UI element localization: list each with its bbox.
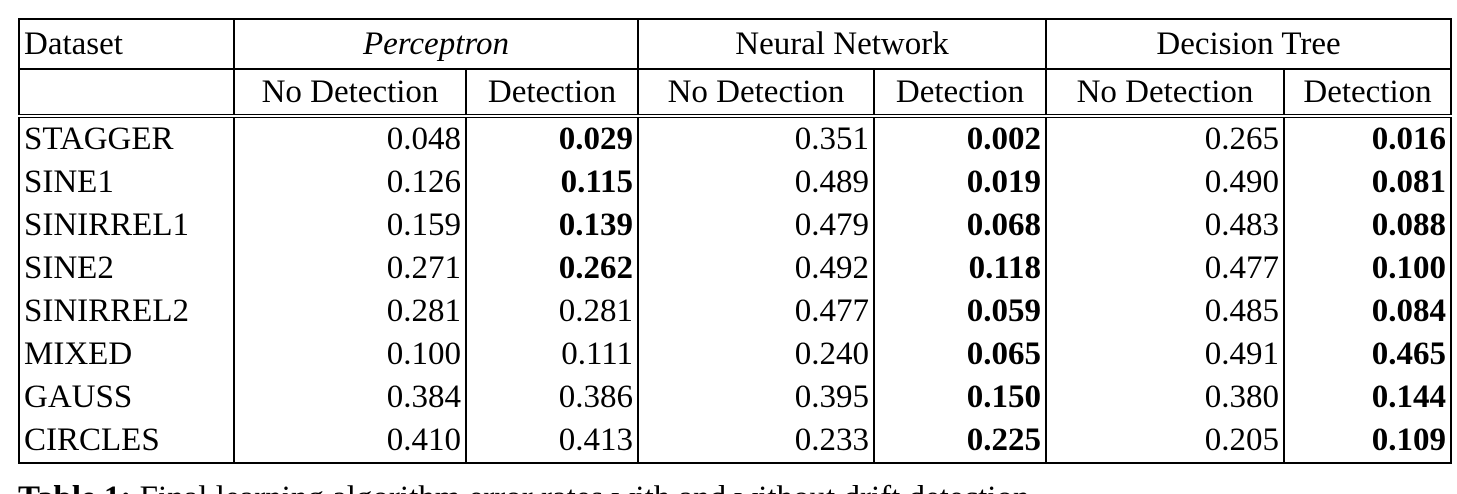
value-cell: 0.265 (1045, 116, 1285, 161)
value-cell: 0.068 (873, 204, 1047, 247)
value-cell: 0.002 (873, 116, 1047, 161)
data-row: STAGGER 0.048 0.029 0.351 0.002 0.265 0.016 (18, 116, 1452, 161)
caption: Table 1: Final learning algorithm error … (18, 480, 1029, 494)
dataset-cell: SINIRREL1 (18, 204, 235, 247)
value-cell: 0.492 (637, 247, 875, 290)
value-cell: 0.126 (233, 161, 467, 204)
value-cell: 0.225 (873, 419, 1047, 464)
data-row: CIRCLES 0.410 0.413 0.233 0.225 0.205 0.109 (18, 419, 1452, 464)
header-cell: Decision Tree (1045, 18, 1452, 70)
subheader-cell: No Detection (637, 68, 875, 118)
dataset-cell: CIRCLES (18, 419, 235, 464)
results-table: Dataset Perceptron Neural Network Decision … (18, 18, 1452, 464)
value-cell: 0.100 (1283, 247, 1452, 290)
value-cell: 0.262 (465, 247, 639, 290)
subheader-cell: Detection (873, 68, 1047, 118)
value-cell: 0.150 (873, 376, 1047, 419)
data-row: GAUSS 0.384 0.386 0.395 0.150 0.380 0.144 (18, 376, 1452, 419)
dataset-cell: GAUSS (18, 376, 235, 419)
value-cell: 0.483 (1045, 204, 1285, 247)
data-row: SINE1 0.126 0.115 0.489 0.019 0.490 0.081 (18, 161, 1452, 204)
header-row: Dataset Perceptron Neural Network Decision … (18, 18, 1452, 70)
value-cell: 0.380 (1045, 376, 1285, 419)
value-cell: 0.485 (1045, 290, 1285, 333)
dataset-cell: STAGGER (18, 116, 235, 161)
value-cell: 0.081 (1283, 161, 1452, 204)
value-cell: 0.059 (873, 290, 1047, 333)
value-cell: 0.109 (1283, 419, 1452, 464)
header-cell: Dataset (18, 18, 235, 70)
value-cell: 0.489 (637, 161, 875, 204)
value-cell: 0.281 (465, 290, 639, 333)
value-cell: 0.139 (465, 204, 639, 247)
dataset-cell: MIXED (18, 333, 235, 376)
dataset-cell: SINE2 (18, 247, 235, 290)
dataset-cell: SINE1 (18, 161, 235, 204)
subheader-row: No Detection Detection No Detection Detecti… (18, 68, 1452, 118)
subheader-cell: No Detection (233, 68, 467, 118)
header-cell: Neural Network (637, 18, 1047, 70)
value-cell: 0.019 (873, 161, 1047, 204)
value-cell: 0.065 (873, 333, 1047, 376)
value-cell: 0.395 (637, 376, 875, 419)
header-cell: Perceptron (233, 18, 639, 70)
value-cell: 0.205 (1045, 419, 1285, 464)
value-cell: 0.144 (1283, 376, 1452, 419)
value-cell: 0.084 (1283, 290, 1452, 333)
value-cell: 0.477 (1045, 247, 1285, 290)
value-cell: 0.386 (465, 376, 639, 419)
value-cell: 0.479 (637, 204, 875, 247)
value-cell: 0.351 (637, 116, 875, 161)
value-cell: 0.281 (233, 290, 467, 333)
value-cell: 0.384 (233, 376, 467, 419)
value-cell: 0.271 (233, 247, 467, 290)
caption-label: Table 1: (18, 480, 131, 494)
data-row: MIXED 0.100 0.111 0.240 0.065 0.491 0.465 (18, 333, 1452, 376)
subheader-cell: Detection (1283, 68, 1452, 118)
value-cell: 0.111 (465, 333, 639, 376)
value-cell: 0.240 (637, 333, 875, 376)
value-cell: 0.100 (233, 333, 467, 376)
value-cell: 0.029 (465, 116, 639, 161)
data-row: SINIRREL2 0.281 0.281 0.477 0.059 0.485 0.084 (18, 290, 1452, 333)
value-cell: 0.159 (233, 204, 467, 247)
value-cell: 0.233 (637, 419, 875, 464)
value-cell: 0.477 (637, 290, 875, 333)
value-cell: 0.490 (1045, 161, 1285, 204)
subheader-cell: No Detection (1045, 68, 1285, 118)
data-row: SINIRREL1 0.159 0.139 0.479 0.068 0.483 0.088 (18, 204, 1452, 247)
value-cell: 0.491 (1045, 333, 1285, 376)
subheader-cell (18, 68, 235, 118)
value-cell: 0.048 (233, 116, 467, 161)
dataset-cell: SINIRREL2 (18, 290, 235, 333)
value-cell: 0.410 (233, 419, 467, 464)
data-row: SINE2 0.271 0.262 0.492 0.118 0.477 0.100 (18, 247, 1452, 290)
subheader-cell: Detection (465, 68, 639, 118)
caption-text: Final learning algorithm error rates wit… (140, 480, 1030, 494)
value-cell: 0.016 (1283, 116, 1452, 161)
value-cell: 0.118 (873, 247, 1047, 290)
value-cell: 0.413 (465, 419, 639, 464)
value-cell: 0.088 (1283, 204, 1452, 247)
value-cell: 0.465 (1283, 333, 1452, 376)
value-cell: 0.115 (465, 161, 639, 204)
